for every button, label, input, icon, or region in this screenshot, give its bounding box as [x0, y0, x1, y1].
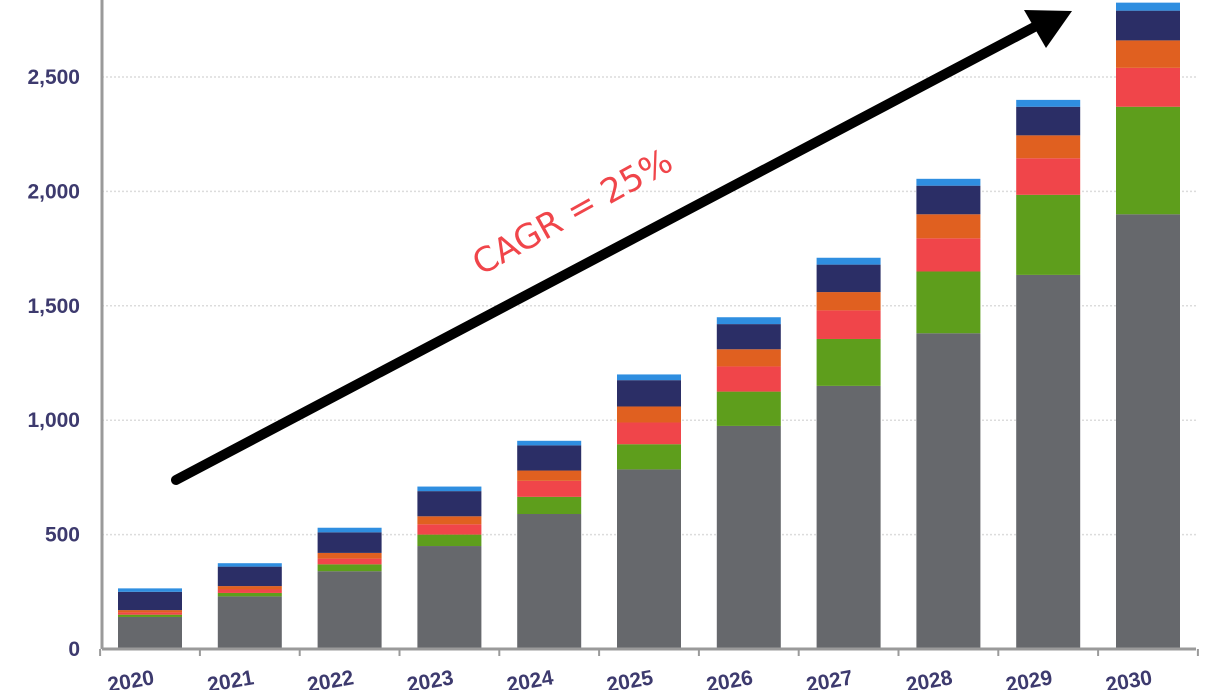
- x-tick-label: 2030: [1104, 666, 1154, 690]
- bar-segment: [417, 534, 482, 547]
- bar-segment: [1016, 106, 1081, 136]
- bar-segment: [816, 338, 881, 386]
- bar-segment: [916, 238, 981, 272]
- x-tick-label: 2020: [106, 666, 156, 690]
- bar-segment: [916, 333, 981, 649]
- trend-arrowhead: [1024, 10, 1072, 48]
- bar-segment: [317, 552, 382, 559]
- x-tick-label: 2022: [305, 666, 355, 690]
- bar-segment: [1116, 214, 1180, 649]
- bar-segment: [217, 596, 282, 649]
- bar-segment: [816, 257, 881, 265]
- bar-segment: [217, 563, 282, 567]
- x-tick-label: 2021: [206, 666, 256, 690]
- bar-segment: [217, 566, 282, 587]
- bar-segment: [617, 406, 681, 423]
- bar-segment: [1016, 135, 1081, 159]
- bar-segment: [517, 480, 582, 497]
- bar-segment: [617, 422, 681, 445]
- bar-segment: [916, 185, 981, 215]
- bar-segment: [1016, 99, 1081, 107]
- x-tick-label: 2026: [705, 666, 755, 690]
- bar-segment: [417, 491, 482, 517]
- bar-segment: [317, 558, 382, 565]
- bar-segment: [118, 612, 182, 615]
- bar-segment: [417, 546, 482, 649]
- bar-segment: [118, 616, 182, 649]
- bar-segment: [118, 610, 182, 613]
- x-tick-label: 2025: [605, 666, 655, 690]
- bar-segment: [1016, 274, 1081, 649]
- x-tick-label: 2023: [405, 666, 455, 690]
- bar-segment: [716, 324, 781, 350]
- bar-segment: [517, 470, 582, 481]
- bar-segment: [217, 586, 282, 590]
- bar-segment: [517, 440, 582, 446]
- bar-segment: [716, 391, 781, 426]
- bar-segment: [217, 592, 282, 597]
- bar-segment: [317, 564, 382, 572]
- y-tick-label: 2,000: [27, 180, 80, 203]
- bar-segment: [617, 444, 681, 470]
- bar-segment: [816, 292, 881, 311]
- cagr-annotation: CAGR = 25%: [466, 141, 680, 284]
- bar-segment: [1116, 40, 1180, 68]
- bar-segment: [118, 591, 182, 611]
- y-tick-label: 2,500: [27, 66, 80, 89]
- bar-segment: [1116, 106, 1180, 215]
- bar-segment: [317, 571, 382, 649]
- y-tick-label: 1,500: [27, 295, 80, 318]
- bar-segment: [916, 178, 981, 186]
- bar-segment: [417, 486, 482, 492]
- x-tick-label: 2028: [904, 666, 954, 690]
- bar-segment: [118, 588, 182, 592]
- bar-segment: [1116, 67, 1180, 107]
- bar-segment: [617, 374, 681, 381]
- x-tick-label: 2024: [505, 666, 555, 690]
- bar-segment: [716, 349, 781, 367]
- bar-segment: [217, 589, 282, 593]
- bar-segment: [417, 516, 482, 525]
- bar-segment: [716, 425, 781, 649]
- bar-segment: [317, 527, 382, 533]
- bar-segment: [317, 532, 382, 553]
- y-tick-label: 1,000: [27, 409, 80, 432]
- bar-segment: [716, 366, 781, 392]
- bar-segment: [417, 524, 482, 535]
- bar-segment: [1016, 158, 1081, 195]
- bar-segment: [517, 514, 582, 649]
- y-tick-label: 500: [45, 524, 80, 547]
- trend-arrow-line: [171, 19, 1045, 485]
- bar-segment: [617, 469, 681, 649]
- bar-segment: [816, 310, 881, 339]
- bar-segment: [1116, 10, 1180, 41]
- bar-segment: [517, 496, 582, 515]
- x-tick-label: 2029: [1004, 666, 1054, 690]
- x-tick-label: 2027: [804, 666, 854, 690]
- bar-segment: [716, 317, 781, 325]
- bar-segment: [916, 214, 981, 239]
- bar-segment: [916, 271, 981, 334]
- bar-segment: [118, 614, 182, 617]
- bar-segment: [1116, 2, 1180, 11]
- bar-segment: [517, 445, 582, 471]
- bar-segment: [617, 380, 681, 407]
- bar-segment: [816, 385, 881, 649]
- bar-segment: [1016, 194, 1081, 275]
- y-tick-label: 0: [68, 638, 80, 661]
- bar-segment: [816, 264, 881, 293]
